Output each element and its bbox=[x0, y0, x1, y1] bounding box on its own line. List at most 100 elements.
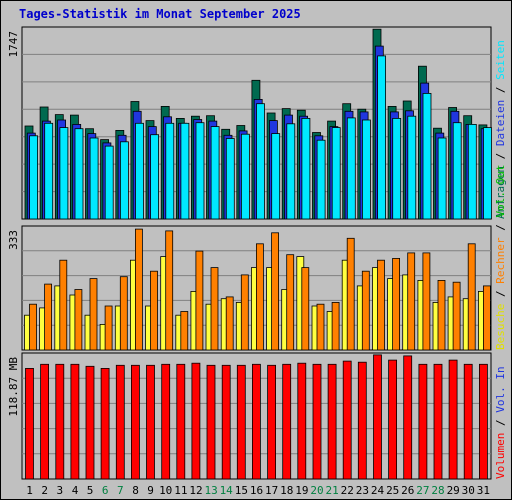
bar-seiten-day-7 bbox=[120, 141, 129, 220]
bar-volumen-day-1 bbox=[25, 367, 34, 480]
x-tick-label-day-10: 10 bbox=[159, 484, 172, 497]
bar-seiten-day-27 bbox=[422, 93, 432, 220]
legend-separator: / bbox=[494, 413, 507, 433]
bar-volumen-day-18 bbox=[282, 363, 292, 480]
bar-volumen-day-29 bbox=[448, 359, 458, 480]
legend-volume: Volumen / Vol. In bbox=[494, 366, 507, 479]
x-tick-label-day-26: 26 bbox=[401, 484, 414, 497]
x-tick-label-day-4: 4 bbox=[72, 484, 79, 497]
bar-volumen-day-30 bbox=[463, 363, 473, 480]
bar-seiten-day-18 bbox=[286, 123, 296, 220]
x-tick-label-day-17: 17 bbox=[265, 484, 278, 497]
bar-volumen-day-15 bbox=[236, 364, 246, 480]
bar-rechner-day-4 bbox=[74, 289, 83, 351]
x-tick-label-day-1: 1 bbox=[26, 484, 33, 497]
chart-title: Tages-Statistik im Monat September 2025 bbox=[19, 7, 301, 21]
bar-rechner-day-21 bbox=[331, 301, 340, 351]
bar-rechner-day-11 bbox=[180, 311, 189, 351]
bar-seiten-day-12 bbox=[195, 122, 205, 220]
legend-entry-besuche: Besuche bbox=[494, 304, 507, 350]
legend-entry-dateien: Dateien bbox=[494, 100, 507, 146]
bar-seiten-day-20 bbox=[316, 139, 326, 220]
y-axis-max-label: 333 bbox=[7, 230, 20, 250]
bar-seiten-day-21 bbox=[331, 127, 341, 220]
bar-rechner-day-30 bbox=[467, 243, 476, 351]
bar-volumen-day-8 bbox=[130, 364, 140, 480]
bar-seiten-day-6 bbox=[104, 145, 114, 220]
bar-rechner-day-16 bbox=[255, 243, 264, 351]
legend-entry-anfragen: Anfragen bbox=[494, 166, 507, 219]
bar-rechner-day-27 bbox=[422, 252, 431, 351]
x-tick-label-day-13: 13 bbox=[204, 484, 217, 497]
bar-rechner-day-1 bbox=[29, 303, 37, 351]
bar-seiten-day-28 bbox=[437, 137, 447, 220]
x-tick-label-day-29: 29 bbox=[447, 484, 460, 497]
legend-separator: / bbox=[494, 284, 507, 304]
bar-rechner-day-7 bbox=[119, 276, 128, 351]
bar-rechner-day-6 bbox=[104, 305, 113, 351]
bar-seiten-day-2 bbox=[44, 122, 54, 220]
bar-seiten-day-10 bbox=[165, 122, 175, 220]
bar-seiten-day-24 bbox=[377, 55, 387, 220]
bar-rechner-day-25 bbox=[392, 257, 401, 351]
x-tick-label-day-31: 31 bbox=[477, 484, 490, 497]
x-tick-label-day-14: 14 bbox=[220, 484, 234, 497]
bar-seiten-day-16 bbox=[256, 103, 265, 220]
x-tick-label-day-5: 5 bbox=[87, 484, 94, 497]
x-tick-label-day-19: 19 bbox=[295, 484, 308, 497]
bar-volumen-day-20 bbox=[312, 363, 322, 480]
x-tick-label-day-23: 23 bbox=[356, 484, 369, 497]
bar-volumen-day-12 bbox=[191, 362, 201, 480]
bar-seiten-day-9 bbox=[150, 134, 160, 220]
bar-seiten-day-19 bbox=[301, 118, 311, 220]
x-tick-label-day-12: 12 bbox=[189, 484, 202, 497]
bar-seiten-day-25 bbox=[392, 118, 402, 220]
bar-volumen-day-7 bbox=[115, 364, 125, 480]
bar-volumen-day-14 bbox=[221, 364, 231, 480]
bar-volumen-day-10 bbox=[161, 363, 171, 480]
bar-volumen-day-22 bbox=[342, 360, 352, 480]
x-tick-label-day-3: 3 bbox=[56, 484, 63, 497]
bar-seiten-day-4 bbox=[74, 128, 84, 220]
bar-rechner-day-31 bbox=[482, 285, 491, 351]
bar-volumen-day-9 bbox=[146, 364, 155, 480]
bar-rechner-day-10 bbox=[165, 230, 174, 351]
bar-volumen-day-23 bbox=[357, 361, 367, 480]
x-tick-label-day-9: 9 bbox=[147, 484, 154, 497]
bar-seiten-day-26 bbox=[407, 115, 417, 220]
x-tick-label-day-30: 30 bbox=[462, 484, 475, 497]
x-tick-label-day-7: 7 bbox=[117, 484, 124, 497]
bar-rechner-day-9 bbox=[150, 270, 158, 351]
bar-volumen-day-16 bbox=[251, 363, 261, 480]
x-tick-label-day-20: 20 bbox=[310, 484, 323, 497]
x-tick-label-day-21: 21 bbox=[325, 484, 338, 497]
x-tick-label-day-18: 18 bbox=[280, 484, 293, 497]
legend-separator: / bbox=[494, 80, 507, 100]
x-tick-label-day-8: 8 bbox=[132, 484, 139, 497]
x-tick-label-day-27: 27 bbox=[416, 484, 429, 497]
bar-rechner-day-15 bbox=[240, 274, 249, 351]
bar-rechner-day-2 bbox=[44, 283, 52, 351]
bar-volumen-day-26 bbox=[403, 355, 413, 480]
bar-seiten-day-23 bbox=[361, 119, 371, 220]
bar-volumen-day-31 bbox=[478, 363, 488, 480]
legend-entry-rechner: Rechner bbox=[494, 237, 507, 284]
bar-volumen-day-27 bbox=[418, 363, 428, 480]
bar-volumen-day-28 bbox=[433, 363, 443, 480]
bar-seiten-day-15 bbox=[240, 133, 250, 220]
bar-seiten-day-11 bbox=[180, 122, 190, 220]
bar-seiten-day-13 bbox=[210, 126, 220, 220]
bar-volumen-day-19 bbox=[297, 362, 307, 480]
bar-volumen-day-21 bbox=[327, 363, 337, 480]
bar-seiten-day-22 bbox=[346, 117, 356, 220]
bar-rechner-day-13 bbox=[210, 267, 219, 351]
bar-rechner-day-3 bbox=[59, 259, 68, 351]
bar-rechner-day-12 bbox=[195, 250, 204, 351]
x-tick-label-day-16: 16 bbox=[250, 484, 263, 497]
bar-volumen-day-4 bbox=[70, 363, 80, 480]
bar-volumen-day-5 bbox=[85, 365, 95, 480]
bar-volumen-day-6 bbox=[100, 367, 110, 480]
x-tick-label-day-25: 25 bbox=[386, 484, 399, 497]
x-tick-label-day-11: 11 bbox=[174, 484, 187, 497]
bar-rechner-day-8 bbox=[134, 228, 143, 351]
